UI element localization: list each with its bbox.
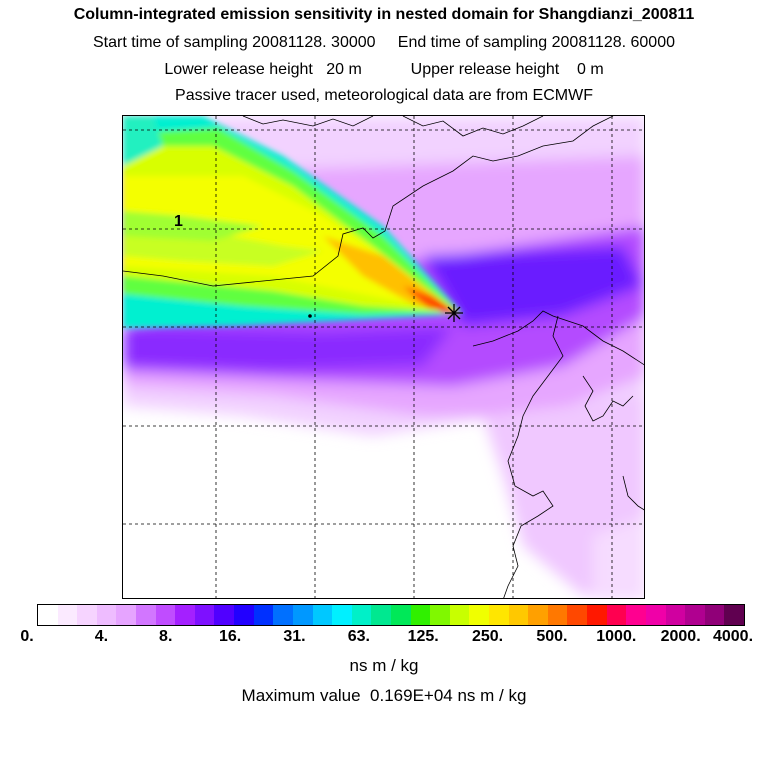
colorbar-tick-label: 31.: [283, 628, 306, 645]
colorbar: [37, 604, 745, 626]
emission-plume: [123, 116, 463, 328]
colorbar-segment: [155, 605, 176, 625]
data-source-line: Passive tracer used, meteorological data…: [175, 87, 593, 104]
colorbar-segment: [312, 605, 333, 625]
colorbar-tick-label: 16.: [218, 628, 242, 645]
map-canvas: 1: [123, 116, 644, 598]
colorbar-segment: [685, 605, 705, 625]
colorbar-tick-label: 63.: [347, 628, 370, 645]
colorbar-segment: [645, 605, 666, 625]
colorbar-segment: [57, 605, 78, 625]
colorbar-segment: [489, 605, 509, 625]
colorbar-segment: [606, 605, 627, 625]
colorbar-segment: [567, 605, 588, 625]
colorbar-tick-label: 250.: [471, 628, 504, 645]
colorbar-segment: [724, 605, 744, 625]
colorbar-segment: [38, 605, 58, 625]
colorbar-segment: [626, 605, 646, 625]
colorbar-segment: [77, 605, 97, 625]
colorbar-segment: [253, 605, 274, 625]
colorbar-tick-label: 500.: [536, 628, 568, 645]
colorbar-segment: [116, 605, 137, 625]
star-icon: [445, 304, 463, 322]
colorbar-segment: [390, 605, 411, 625]
colorbar-segment: [332, 605, 352, 625]
maximum-value-text: Maximum value 0.169E+04 ns m / kg: [241, 686, 527, 705]
colorbar-tick-label: 2000.: [660, 628, 701, 645]
contour-label: 1: [174, 213, 183, 230]
colorbar-tick-label: 1000.: [596, 628, 637, 645]
colorbar-segment: [508, 605, 529, 625]
colorbar-segment: [273, 605, 293, 625]
coastlines: [123, 116, 644, 598]
colorbar-segment: [665, 605, 686, 625]
colorbar-segment: [351, 605, 372, 625]
colorbar-segment: [214, 605, 235, 625]
chart-title: Column-integrated emission sensitivity i…: [73, 6, 695, 23]
colorbar-segment: [449, 605, 470, 625]
colorbar-tick-label: 4.: [94, 628, 109, 645]
colorbar-tick-label: 0.: [20, 628, 34, 645]
city-dot: [308, 314, 312, 318]
colorbar-segment: [234, 605, 254, 625]
lat-lon-grid: [123, 116, 644, 598]
colorbar-segment: [430, 605, 450, 625]
colorbar-tick-label: 4000.: [712, 628, 754, 645]
colorbar-tick-labels: 0. 4. 8. 16. 31. 63. 125. 250. 500. 1000. 2000. 400…: [0, 628, 768, 648]
colorbar-segment: [371, 605, 391, 625]
colorbar-tick-label: 125.: [407, 628, 439, 645]
colorbar-segment: [587, 605, 607, 625]
colorbar-segment: [292, 605, 313, 625]
colorbar-segment: [704, 605, 725, 625]
colorbar-segment: [194, 605, 215, 625]
colorbar-unit: ns m / kg: [349, 656, 419, 675]
colorbar-segment: [96, 605, 117, 625]
colorbar-segment: [136, 605, 156, 625]
sampling-time-line: Start time of sampling 20081128. 30000 E…: [92, 34, 675, 51]
map-panel: 1: [122, 115, 645, 599]
colorbar-segment: [175, 605, 195, 625]
colorbar-tick-label: 8.: [159, 628, 173, 645]
colorbar-segment: [410, 605, 431, 625]
colorbar-segment: [547, 605, 568, 625]
colorbar-segment: [528, 605, 548, 625]
release-height-line: Lower release height 20 m Upper release …: [164, 61, 604, 78]
colorbar-segment: [469, 605, 490, 625]
